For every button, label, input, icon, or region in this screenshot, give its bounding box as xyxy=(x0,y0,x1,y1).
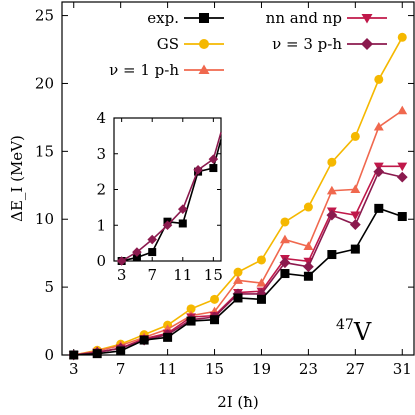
inset-chart: 3 7 11 15 0 1 2 3 4 xyxy=(96,109,222,284)
plot-frame xyxy=(61,1,415,356)
data-point xyxy=(163,332,173,342)
data-point xyxy=(280,269,290,279)
inset-data-point xyxy=(209,164,218,173)
x-tick-label: 15 xyxy=(205,360,224,378)
legend-marker xyxy=(361,38,373,50)
data-point xyxy=(373,121,384,131)
data-point xyxy=(327,250,337,260)
inset-data-point xyxy=(193,165,203,175)
legend-label: ν = 3 p-h xyxy=(272,35,342,53)
x-tick-label: 23 xyxy=(299,360,318,378)
data-point xyxy=(373,166,385,178)
inset-y-tick-label: 2 xyxy=(96,181,106,199)
inset-data-point xyxy=(162,220,173,231)
inset-data-point xyxy=(178,219,187,228)
x-axis-label: 2I (ħ) xyxy=(217,393,259,411)
data-point xyxy=(210,315,220,325)
inset-y-tick-label: 1 xyxy=(96,216,106,234)
data-point xyxy=(397,162,408,172)
data-point xyxy=(186,316,196,326)
y-tick-label: 15 xyxy=(35,142,54,160)
inset-data-point xyxy=(116,256,127,266)
data-point xyxy=(116,346,126,356)
data-point xyxy=(303,271,313,281)
data-point xyxy=(397,105,408,115)
inset-x-tick-label: 7 xyxy=(147,266,157,284)
data-point xyxy=(210,294,220,304)
data-point xyxy=(186,304,196,314)
x-tick-label: 7 xyxy=(116,360,126,378)
data-point xyxy=(396,171,408,183)
y-tick-label: 0 xyxy=(44,346,54,364)
inset-frame xyxy=(113,117,222,262)
inset-x-tick-label: 3 xyxy=(117,266,127,284)
data-point xyxy=(350,184,361,193)
legend-marker xyxy=(361,14,373,24)
inset-y-tick-label: 4 xyxy=(96,109,106,127)
data-point xyxy=(233,275,243,284)
legend-marker xyxy=(198,64,210,74)
y-tick-label: 10 xyxy=(35,210,54,228)
nucleus-symbol: V xyxy=(353,318,372,346)
inset-data-point xyxy=(208,154,219,164)
inset-x-tick-label: 15 xyxy=(204,266,223,284)
data-point xyxy=(233,293,243,303)
legend-label: ν = 1 p-h xyxy=(109,61,179,79)
legend-label: exp. xyxy=(147,9,179,27)
y-axis-label: ΔE_I (MeV) xyxy=(8,135,26,222)
data-point xyxy=(350,211,361,221)
nucleus-label: 47V xyxy=(336,317,372,346)
inset-y-tick-label: 3 xyxy=(96,145,106,163)
inset-data-point xyxy=(177,204,188,214)
data-point xyxy=(279,257,291,269)
x-tick-label: 11 xyxy=(158,360,177,378)
data-point xyxy=(397,32,407,42)
data-point xyxy=(350,131,360,141)
data-point xyxy=(233,267,243,277)
nucleus-mass: 47 xyxy=(336,317,354,333)
data-point xyxy=(256,294,266,304)
y-tick-label: 5 xyxy=(44,278,54,296)
data-point xyxy=(256,255,266,265)
data-point xyxy=(350,244,360,254)
inset-data-point xyxy=(132,253,141,262)
y-tick-label: 20 xyxy=(35,74,54,92)
data-point xyxy=(374,74,384,84)
data-point xyxy=(397,212,407,222)
data-point xyxy=(139,335,149,345)
data-point xyxy=(256,278,267,287)
x-tick-label: 3 xyxy=(69,360,79,378)
inset-data-point xyxy=(132,247,142,257)
x-tick-label: 31 xyxy=(393,360,412,378)
data-point xyxy=(326,209,338,221)
y-tick-label: 25 xyxy=(35,7,54,25)
inset-data-point xyxy=(147,234,158,245)
legend-label: GS xyxy=(157,35,179,53)
inset-data-point xyxy=(148,248,157,257)
data-point xyxy=(327,157,337,167)
data-point xyxy=(349,219,361,231)
data-point xyxy=(374,203,384,213)
data-point xyxy=(69,350,79,360)
x-tick-label: 19 xyxy=(252,360,271,378)
data-point xyxy=(279,234,290,244)
data-point xyxy=(303,202,313,212)
legend-label: nn and np xyxy=(266,9,342,27)
data-point xyxy=(280,217,290,227)
data-point xyxy=(326,185,337,195)
inset-x-tick-label: 11 xyxy=(173,266,192,284)
data-point xyxy=(92,349,102,359)
inset-y-tick-label: 0 xyxy=(96,252,106,270)
legend: exp. GS ν = 1 p-h nn and np ν = 3 p-h xyxy=(109,9,387,79)
x-tick-label: 27 xyxy=(346,360,365,378)
legend-marker xyxy=(199,13,209,23)
legend-marker xyxy=(199,39,209,49)
data-point xyxy=(303,241,314,250)
data-point xyxy=(303,261,314,273)
